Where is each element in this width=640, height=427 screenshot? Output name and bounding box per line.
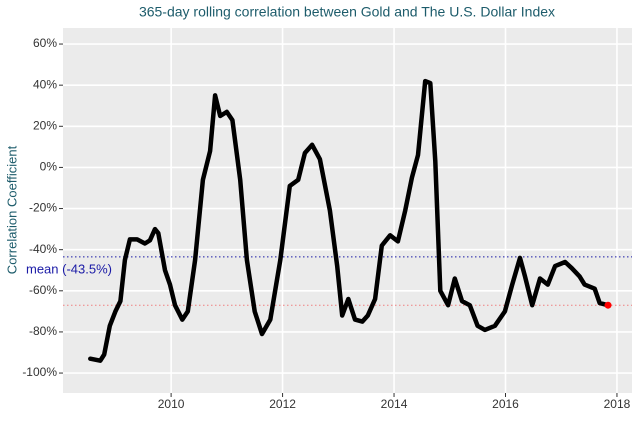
y-axis-title: Correlation Coefficient [4, 145, 19, 274]
last-point [604, 301, 612, 309]
x-tick-label: 2012 [269, 397, 296, 411]
x-tick-label: 2018 [604, 397, 631, 411]
y-tick-label: -20% [29, 201, 57, 215]
chart-title: 365-day rolling correlation between Gold… [139, 4, 555, 20]
y-tick-label: -100% [22, 365, 57, 379]
reference-label: mean (-43.5%) [26, 261, 112, 276]
y-tick-label: 0% [40, 160, 58, 174]
y-tick-label: 40% [33, 77, 57, 91]
data-line [88, 78, 611, 363]
y-tick-label: -60% [29, 283, 57, 297]
caption: @oleh_kombalev for Seeking Alpha [446, 407, 633, 419]
y-tick-label: 60% [33, 36, 57, 50]
x-tick-label: 2016 [492, 397, 519, 411]
y-tick-label: -80% [29, 324, 57, 338]
plot-panel [63, 28, 632, 393]
x-tick-label: 2014 [381, 397, 408, 411]
y-tick-label: -40% [29, 242, 57, 256]
y-tick-label: 20% [33, 118, 57, 132]
x-tick-label: 2010 [158, 397, 185, 411]
